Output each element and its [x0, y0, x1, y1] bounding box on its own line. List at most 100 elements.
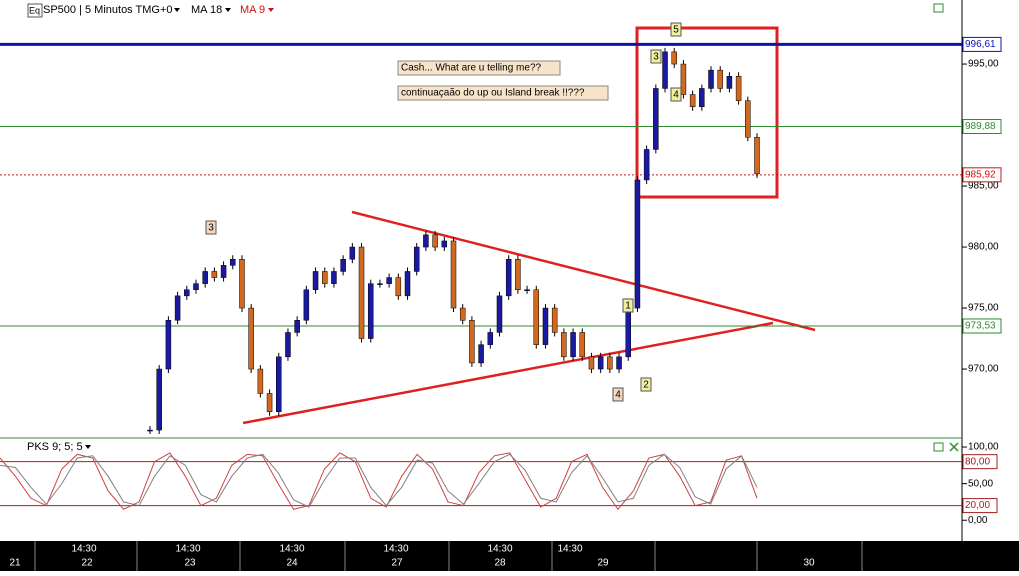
- trendline: [242, 321, 774, 425]
- symbol[interactable]: SP500 | 5 Minutos TMG+0: [43, 4, 173, 16]
- level-label-box: [962, 454, 998, 470]
- candle-body: [735, 75, 742, 101]
- dropdown[interactable]: [225, 8, 231, 12]
- level-label: 973,53: [965, 321, 996, 332]
- note: Cash... What are u telling me??: [401, 63, 542, 74]
- day-label: 28: [494, 558, 506, 569]
- candle-body: [708, 69, 714, 89]
- oscillator-line: [0, 452, 758, 511]
- level-label-box: [962, 167, 1002, 183]
- candle-body: [469, 319, 475, 364]
- candle-body: [432, 234, 438, 248]
- candle-body: [505, 258, 512, 297]
- highlight-box: [635, 26, 779, 199]
- candle-body: [699, 88, 705, 107]
- wave-label: 2: [643, 380, 649, 391]
- dropdown[interactable]: [85, 445, 91, 449]
- oscillator-title: PKS 9; 5; 5: [27, 441, 83, 453]
- maximize-button[interactable]: [933, 442, 944, 452]
- wave-label-box: [622, 298, 634, 313]
- candle-body: [349, 246, 356, 260]
- day-label: 22: [81, 558, 93, 569]
- level-label: 985,92: [965, 169, 996, 180]
- candle-body: [423, 234, 429, 248]
- wave-label: 3: [653, 52, 659, 63]
- time-label: 14:30: [279, 544, 304, 555]
- candle-body: [450, 240, 457, 309]
- level-label: 20,00: [965, 500, 990, 511]
- time-label: 14:30: [71, 544, 96, 555]
- candle-body: [496, 295, 503, 333]
- time-axis: [0, 541, 1019, 571]
- candle-body: [515, 258, 521, 290]
- y-tick-label: 100,00: [968, 442, 999, 453]
- time-label: 14:30: [557, 544, 582, 555]
- candle-body: [533, 289, 540, 345]
- candle-body: [717, 69, 723, 89]
- dropdown[interactable]: [174, 8, 180, 12]
- candle-body: [671, 51, 677, 65]
- candle-body: [165, 319, 172, 370]
- day-label: 21: [9, 558, 21, 569]
- y-tick-label: 970,00: [968, 364, 999, 375]
- candle-body: [441, 240, 448, 248]
- candle-body: [616, 356, 622, 370]
- candle-body: [754, 136, 760, 175]
- time-label: 14:30: [383, 544, 408, 555]
- y-tick-label: 985,00: [968, 181, 999, 192]
- candle-body: [220, 265, 227, 278]
- level-label: 80,00: [965, 456, 990, 467]
- wave-label: 4: [673, 90, 679, 101]
- candle-body: [634, 179, 641, 309]
- candle-body: [174, 295, 181, 321]
- candle-body: [588, 356, 595, 370]
- candle-body: [367, 283, 374, 339]
- level-label-box: [962, 119, 1002, 135]
- y-tick-label: 980,00: [968, 242, 999, 253]
- trendline: [351, 210, 816, 332]
- candle-body: [561, 332, 567, 358]
- candle-body: [386, 277, 392, 284]
- ma1[interactable]: MA 18: [191, 4, 222, 16]
- candle-body: [478, 344, 484, 364]
- candle-body: [303, 289, 310, 321]
- candle-body: [377, 283, 383, 285]
- y-tick-label: 975,00: [968, 303, 999, 314]
- note-box: [397, 60, 561, 76]
- candle-body: [459, 307, 466, 321]
- candle-body: [294, 319, 300, 333]
- candle-body: [276, 356, 282, 412]
- wave-label-box: [612, 387, 624, 402]
- candle-body: [524, 289, 530, 291]
- oscillator-line: [0, 453, 758, 508]
- dropdown[interactable]: [268, 8, 274, 12]
- candle-body: [312, 271, 319, 290]
- wave-label-box: [205, 220, 217, 235]
- candle-body: [285, 332, 291, 358]
- candle-body: [570, 332, 576, 358]
- candle-body: [680, 63, 687, 95]
- symbol-icon[interactable]: [27, 3, 43, 18]
- wave-label-box: [670, 22, 682, 37]
- maximize-button[interactable]: [933, 3, 944, 13]
- candle-body: [211, 271, 218, 278]
- ma2[interactable]: MA 9: [240, 4, 265, 16]
- candle-body: [266, 393, 273, 412]
- candle-body: [625, 307, 631, 358]
- candle-body: [689, 94, 696, 107]
- wave-label: 3: [208, 223, 214, 234]
- candle-body: [404, 271, 411, 297]
- candle-body: [340, 258, 346, 272]
- day-label: 27: [391, 558, 403, 569]
- candle-body: [579, 332, 586, 358]
- candle-body: [257, 368, 264, 394]
- level-label: 989,88: [965, 121, 996, 132]
- close-button[interactable]: [949, 442, 959, 452]
- level-label-box: [962, 36, 1002, 52]
- candle-body: [745, 100, 751, 138]
- day-label: 23: [184, 558, 196, 569]
- candle-body: [248, 307, 254, 370]
- y-tick-label: 50,00: [968, 478, 993, 489]
